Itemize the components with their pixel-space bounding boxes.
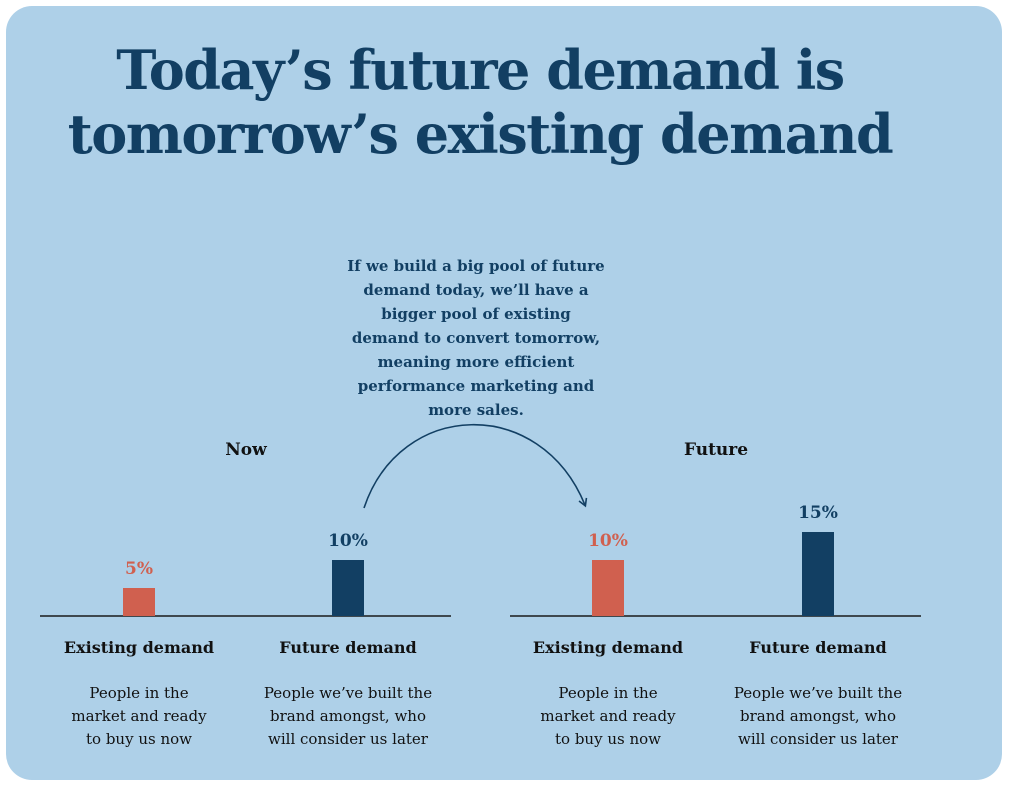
title-line-1: Today’s future demand is [116, 38, 845, 102]
callout-line-6: performance marketing and [357, 377, 595, 395]
description-line-1: brand amongst, who [270, 707, 426, 725]
callout-text: If we build a big pool of future demand … [318, 254, 634, 422]
description-line-2: to buy us now [86, 730, 192, 748]
description-line-1: market and ready [71, 707, 207, 725]
page-title: Today’s future demand is tomorrow’s exis… [0, 38, 960, 166]
description-line-0: People we’ve built the [263, 684, 433, 702]
category-label-now-0: Existing demand [64, 638, 214, 657]
description-line-0: People we’ve built the [733, 684, 903, 702]
bar-future-0 [592, 560, 624, 616]
bar-now-1 [332, 560, 364, 616]
value-label-now-1: 10% [328, 531, 368, 551]
description-line-2: will consider us later [268, 730, 428, 748]
description-line-1: brand amongst, who [740, 707, 896, 725]
description-line-0: People in the [558, 684, 658, 702]
description-now-1: People we’ve built the brand amongst, who… [248, 682, 448, 751]
category-label-future-1: Future demand [749, 638, 886, 657]
description-future-0: People in the market and ready to buy us n… [508, 682, 708, 751]
value-label-now-0: 5% [125, 559, 153, 579]
description-future-1: People we’ve built the brand amongst, who… [718, 682, 918, 751]
value-label-future-1: 15% [798, 503, 838, 523]
callout-line-2: demand today, we’ll have a [363, 281, 589, 299]
title-line-2: tomorrow’s existing demand [67, 102, 894, 166]
callout-line-4: demand to convert tomorrow, [351, 329, 601, 347]
description-line-1: market and ready [540, 707, 676, 725]
bar-future-1 [802, 532, 834, 616]
category-label-future-0: Existing demand [533, 638, 683, 657]
description-now-0: People in the market and ready to buy us n… [39, 682, 239, 751]
description-line-2: will consider us later [738, 730, 898, 748]
callout-line-5: meaning more efficient [377, 353, 575, 371]
bar-now-0 [123, 588, 155, 616]
panel-label-now: Now [225, 440, 267, 460]
transition-arrow [363, 423, 588, 509]
infographic-card [6, 6, 1002, 780]
value-label-future-0: 10% [588, 531, 628, 551]
description-line-0: People in the [89, 684, 189, 702]
description-line-2: to buy us now [555, 730, 661, 748]
panel-label-future: Future [684, 440, 748, 460]
callout-line-7: more sales. [428, 401, 524, 419]
callout-line-3: bigger pool of existing [381, 305, 571, 323]
callout-line-1: If we build a big pool of future [347, 257, 605, 275]
category-label-now-1: Future demand [279, 638, 416, 657]
